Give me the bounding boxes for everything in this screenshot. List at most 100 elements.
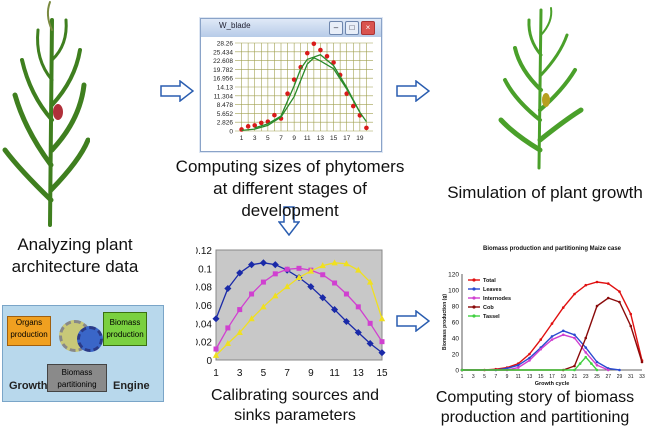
window-title: W_blade	[219, 21, 251, 30]
data-point	[618, 300, 621, 304]
data-point	[332, 280, 338, 286]
x-tick-label: 3	[253, 135, 257, 142]
data-point	[539, 347, 543, 351]
x-tick-label: 5	[266, 135, 270, 142]
data-point	[528, 359, 531, 362]
close-button[interactable]: ×	[361, 21, 375, 35]
legend-marker	[472, 278, 476, 282]
data-point	[378, 315, 386, 322]
organs-box: Organs production	[7, 316, 51, 346]
x-tick-label: 1	[461, 374, 464, 380]
x-tick-label: 29	[617, 374, 623, 380]
data-point	[291, 77, 297, 82]
data-point	[245, 124, 251, 129]
x-tick-label: 7	[494, 374, 497, 380]
y-tick-label: 80	[452, 304, 460, 311]
data-point	[248, 315, 255, 322]
data-point	[595, 363, 599, 367]
x-tick-label: 9	[506, 374, 509, 380]
legend-marker	[472, 305, 476, 309]
right-arrow-icon	[396, 80, 430, 102]
x-axis-label: Growth cycle	[535, 381, 570, 387]
simulated-plant-icon	[498, 7, 584, 170]
data-point	[225, 325, 231, 331]
data-point	[584, 351, 588, 354]
x-tick-label: 7	[284, 368, 290, 379]
data-point	[344, 91, 350, 96]
data-point	[318, 47, 323, 53]
caption-analyzing: Analyzing plant architecture data	[11, 235, 139, 276]
data-point	[539, 338, 543, 341]
y-tick-label: 28.26	[217, 41, 234, 48]
y-tick-label: 11.304	[214, 93, 234, 100]
biomass-partitioning-box: Biomass partitioning	[47, 364, 107, 392]
data-point	[285, 91, 290, 96]
y-tick-label: 25.434	[213, 49, 233, 56]
y-tick-label: 0.02	[196, 338, 212, 349]
data-point	[237, 307, 243, 313]
y-tick-label: 16.956	[213, 76, 233, 83]
data-point	[320, 272, 326, 278]
series-line	[254, 53, 361, 129]
y-tick-label: 0	[455, 368, 459, 375]
down-arrow-icon	[278, 206, 300, 236]
data-point	[595, 280, 599, 284]
data-point	[355, 304, 361, 310]
data-point	[331, 259, 338, 266]
data-point	[606, 368, 610, 372]
data-point	[212, 351, 220, 358]
data-point	[272, 271, 278, 277]
data-point	[252, 123, 258, 128]
data-point	[260, 279, 266, 285]
right-arrow-icon	[160, 80, 194, 102]
data-point	[595, 368, 599, 372]
data-point	[319, 262, 326, 269]
x-tick-label: 5	[261, 368, 267, 379]
y-tick-label: 0.04	[196, 319, 212, 330]
data-point	[224, 340, 232, 346]
data-point	[606, 296, 610, 300]
data-point	[573, 333, 576, 337]
y-tick-label: 19.782	[213, 67, 233, 74]
x-tick-label: 33	[639, 374, 645, 380]
data-point	[640, 360, 644, 364]
y-tick-label: 100	[448, 288, 459, 295]
y-tick-label: 0	[206, 356, 212, 367]
corn-plant-photo	[2, 1, 90, 227]
caption-computing-story: Computing story of biomass production an…	[435, 389, 635, 426]
data-point	[528, 352, 531, 356]
x-tick-label: 19	[560, 374, 566, 380]
data-point	[578, 362, 582, 365]
window-titlebar[interactable]: W_blade – □ ×	[201, 19, 381, 37]
legend-label: Tassel	[483, 314, 500, 320]
data-point	[258, 120, 264, 126]
series-line	[462, 281, 643, 371]
data-point	[343, 291, 349, 297]
biomass-production-box: Biomass production	[103, 312, 147, 346]
minimize-button[interactable]: –	[329, 21, 343, 35]
data-point	[584, 355, 588, 359]
data-point	[618, 368, 621, 372]
data-point	[606, 282, 610, 285]
caption-calibrating: Calibrating sources and sinks parameters	[210, 387, 380, 424]
data-point	[249, 291, 255, 297]
data-point	[342, 317, 350, 326]
y-tick-label: 60	[452, 320, 460, 327]
data-point	[284, 266, 290, 272]
series-line	[462, 356, 598, 371]
legend-marker	[472, 296, 476, 300]
data-point	[573, 364, 576, 368]
data-point	[595, 360, 599, 364]
x-tick-label: 13	[527, 374, 533, 380]
data-point	[366, 278, 374, 285]
x-tick-label: 1	[240, 135, 244, 142]
maximize-button[interactable]: □	[345, 21, 359, 35]
x-tick-label: 21	[572, 374, 578, 380]
legend-marker	[472, 287, 476, 291]
x-tick-label: 1	[213, 368, 219, 379]
legend-label: Internodes	[483, 296, 511, 302]
data-point	[595, 304, 599, 308]
data-point	[224, 284, 232, 293]
